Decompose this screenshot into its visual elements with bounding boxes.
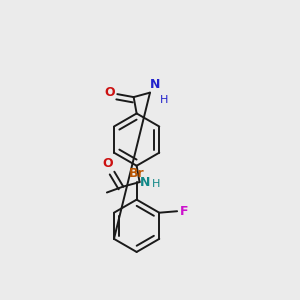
Text: N: N (140, 176, 151, 189)
Text: O: O (102, 157, 113, 170)
Text: O: O (104, 86, 115, 99)
Text: F: F (179, 205, 188, 218)
Text: H: H (160, 95, 168, 105)
Text: Br: Br (129, 167, 144, 180)
Text: H: H (152, 178, 160, 189)
Text: N: N (150, 78, 160, 91)
